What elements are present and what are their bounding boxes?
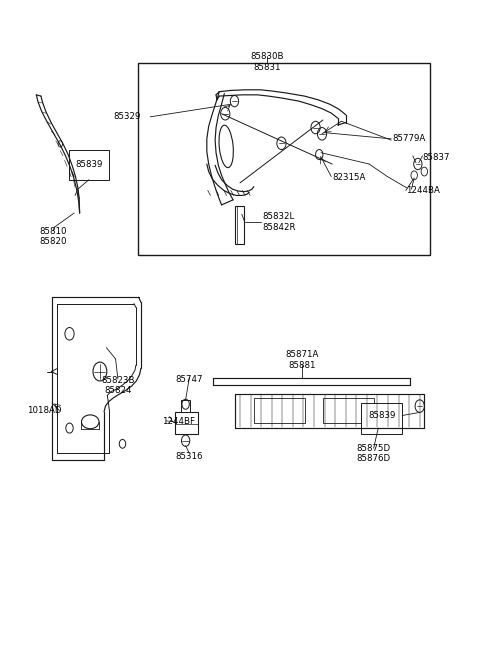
- Text: 85830B
85831: 85830B 85831: [250, 52, 284, 72]
- Bar: [175, 413, 198, 434]
- Bar: [138, 64, 430, 255]
- Ellipse shape: [82, 415, 99, 429]
- Text: 85832L
85842R: 85832L 85842R: [262, 212, 296, 232]
- Text: 82315A: 82315A: [332, 174, 366, 182]
- Text: 85839: 85839: [368, 411, 396, 420]
- Bar: [181, 400, 190, 413]
- Text: 85871A
85881: 85871A 85881: [286, 350, 319, 370]
- Text: 85316: 85316: [176, 452, 203, 461]
- Text: 1244BA: 1244BA: [406, 186, 440, 195]
- Bar: [69, 149, 109, 179]
- Text: 85329: 85329: [114, 113, 141, 121]
- Bar: [254, 398, 304, 423]
- Text: 85837: 85837: [422, 153, 450, 162]
- Text: 85810
85820: 85810 85820: [40, 227, 67, 246]
- Text: 85779A: 85779A: [392, 134, 425, 143]
- Bar: [361, 403, 402, 434]
- Text: 85747: 85747: [176, 375, 203, 384]
- Text: 85823B
85824: 85823B 85824: [101, 376, 134, 395]
- Text: 1244BF: 1244BF: [162, 417, 195, 426]
- Text: 85839: 85839: [75, 160, 103, 168]
- Bar: [235, 206, 244, 244]
- Text: 85875D
85876D: 85875D 85876D: [357, 443, 391, 463]
- Ellipse shape: [219, 125, 233, 168]
- Bar: [323, 398, 373, 423]
- Text: 1018AD: 1018AD: [27, 406, 61, 415]
